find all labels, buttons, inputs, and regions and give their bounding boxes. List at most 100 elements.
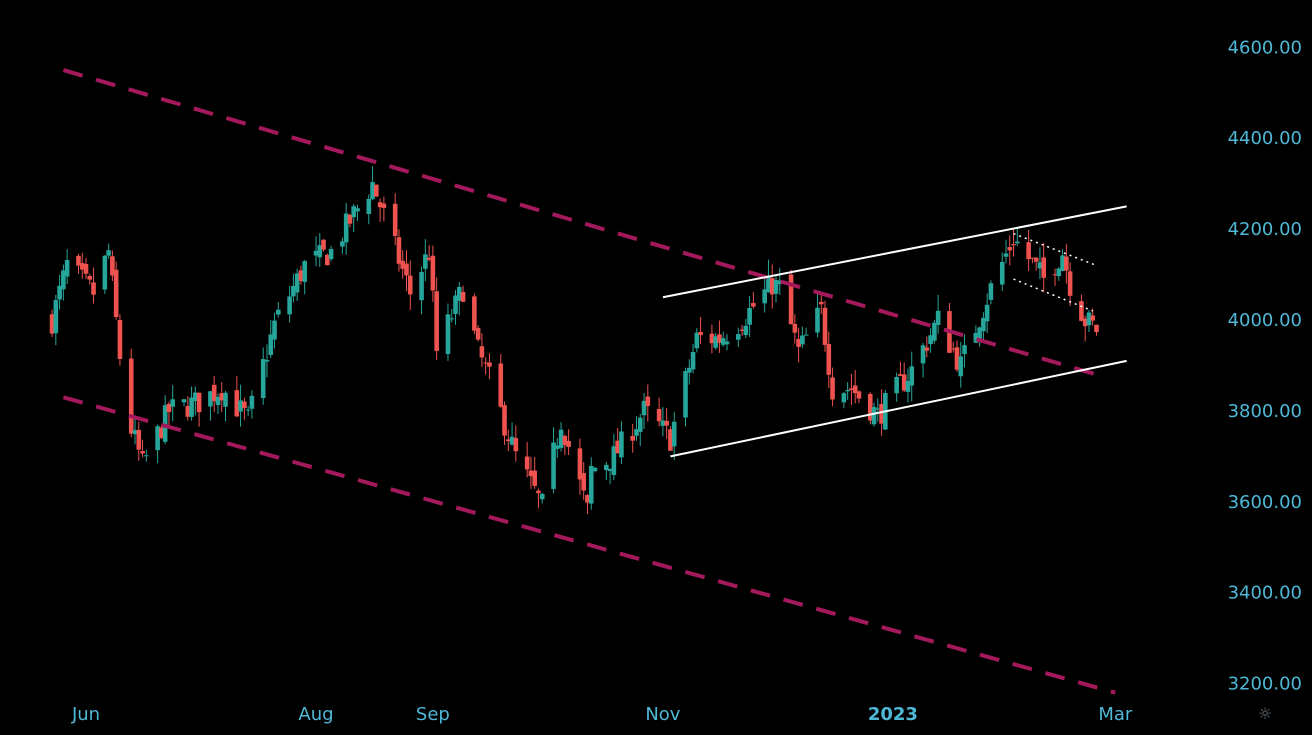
candle-body <box>977 327 982 339</box>
candle-body <box>551 442 556 489</box>
candle-body <box>249 395 255 409</box>
candle-body <box>818 301 824 305</box>
candle-body <box>984 304 990 322</box>
x-tick-label: Nov <box>645 704 680 725</box>
candle-body <box>766 275 771 293</box>
candle-body <box>867 393 873 421</box>
candle-body <box>879 403 884 424</box>
candle-body <box>53 300 59 334</box>
candle-body <box>313 250 319 256</box>
candle-body <box>690 351 696 370</box>
y-tick-label: 3200.00 <box>1228 674 1302 695</box>
candle-body <box>340 241 345 247</box>
candle-body <box>717 334 722 343</box>
gear-icon[interactable]: ☼ <box>1257 704 1273 723</box>
trendline-descending-channel-upper[interactable] <box>62 68 1098 377</box>
candle-body <box>803 334 809 336</box>
candle-body <box>845 390 850 392</box>
candle-body <box>460 292 466 302</box>
candle-body <box>739 329 745 331</box>
candle-body <box>272 320 277 340</box>
candle-body <box>762 289 767 304</box>
candle-body <box>366 198 372 214</box>
y-tick-label: 3800.00 <box>1228 401 1302 422</box>
candle-body <box>377 202 383 208</box>
y-tick-label: 4000.00 <box>1228 310 1302 331</box>
candle-body <box>539 493 545 500</box>
candle-body <box>453 295 458 314</box>
candle-body <box>61 270 66 290</box>
candle-body <box>1003 253 1009 257</box>
candle-body <box>498 363 504 407</box>
candle-body <box>343 213 349 243</box>
trendline-flag-upper[interactable] <box>1013 232 1097 267</box>
candle-body <box>294 273 300 293</box>
candle-body <box>1030 257 1035 259</box>
candle-body <box>800 335 805 345</box>
candle-body <box>856 391 862 399</box>
candle-body <box>713 336 718 348</box>
candle-body <box>106 250 111 256</box>
candle-body <box>901 374 907 391</box>
trendline-ascending-channel-upper[interactable] <box>662 205 1127 299</box>
trendline-ascending-channel-lower[interactable] <box>670 359 1127 458</box>
candle-body <box>434 291 439 351</box>
y-axis[interactable]: 3200.00 3400.00 3600.00 3800.00 4000.00 4200.… <box>1228 37 1302 694</box>
candle-body <box>83 263 89 274</box>
candle-body <box>950 348 956 350</box>
candle-body <box>155 426 160 451</box>
candle-body <box>166 403 172 413</box>
candle-body <box>528 470 534 477</box>
candle-body <box>822 307 828 345</box>
candle-body <box>683 371 688 418</box>
candle-body <box>472 296 477 331</box>
candle-body <box>223 392 228 407</box>
candle-body <box>841 393 847 403</box>
candle-body <box>671 421 677 447</box>
candle-body <box>400 260 406 269</box>
x-axis[interactable]: Jun Aug Sep Nov 2023 Mar <box>71 704 1133 725</box>
candle-body <box>698 331 703 336</box>
candle-body <box>1011 244 1016 246</box>
candle-body <box>275 309 281 315</box>
candle-body <box>91 282 96 295</box>
candle-body <box>242 401 247 409</box>
candle-body <box>1007 247 1013 251</box>
candle-body <box>193 392 198 402</box>
candle-body <box>505 439 511 442</box>
candle-body <box>935 310 941 325</box>
candle-body <box>374 184 379 197</box>
candle-body <box>773 279 779 294</box>
candle-body <box>1086 312 1092 326</box>
candle-body <box>196 392 202 413</box>
x-tick-label: Aug <box>298 704 333 725</box>
candle-body <box>615 440 620 454</box>
candle-body <box>487 362 492 367</box>
candle-body <box>898 374 903 376</box>
candle-body <box>660 420 666 426</box>
candle-body <box>637 417 643 432</box>
candle-body <box>140 451 145 454</box>
candle-body <box>777 280 783 285</box>
candle-body <box>588 465 594 504</box>
candle-body <box>830 377 835 400</box>
candle-body <box>562 435 568 446</box>
candle-body <box>604 464 609 470</box>
candle-body <box>924 347 930 351</box>
candle-body <box>162 405 168 442</box>
candle-body <box>826 343 832 375</box>
candle-body <box>852 385 858 394</box>
candle-body <box>1015 241 1020 244</box>
candle-body <box>1052 274 1058 276</box>
candle-body <box>581 473 587 491</box>
y-tick-label: 4400.00 <box>1228 128 1302 149</box>
candle-body <box>298 270 304 281</box>
candle-body <box>566 440 571 447</box>
trendline-flag-lower[interactable] <box>1013 278 1094 312</box>
y-tick-label: 4200.00 <box>1228 219 1302 240</box>
y-tick-label: 3600.00 <box>1228 492 1302 513</box>
candle-body <box>132 430 138 435</box>
candle-body <box>287 296 292 315</box>
trendline-descending-channel-lower[interactable] <box>62 395 1116 695</box>
